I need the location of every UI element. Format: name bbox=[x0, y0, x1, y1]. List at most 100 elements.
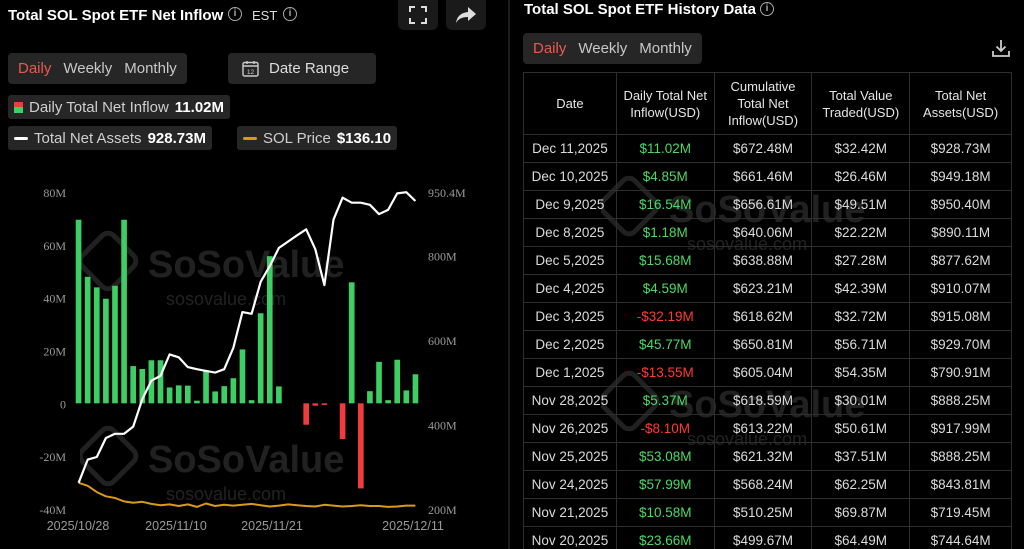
cell-value-traded: $50.61M bbox=[811, 414, 911, 443]
total-net-assets-line bbox=[77, 191, 417, 484]
column-header-date[interactable]: Date bbox=[523, 72, 617, 135]
y-right-tick-label: 950.4M bbox=[428, 186, 466, 200]
y-right-tick-label: 400M bbox=[428, 419, 457, 433]
cell-value-traded: $32.72M bbox=[811, 302, 911, 331]
info-icon[interactable]: i bbox=[228, 7, 242, 21]
table-row[interactable]: Nov 20,2025 $23.66M $499.67M $64.49M $744.64… bbox=[523, 526, 1012, 549]
inflow-bar bbox=[194, 400, 200, 404]
inflow-bar bbox=[357, 403, 364, 489]
timezone-label[interactable]: EST bbox=[252, 8, 278, 23]
timezone-info-icon[interactable]: i bbox=[283, 7, 297, 21]
cell-value-traded: $22.22M bbox=[811, 218, 911, 247]
table-row[interactable]: Dec 1,2025 -$13.55M $605.04M $54.35M $790.91… bbox=[523, 358, 1012, 387]
cell-date: Dec 4,2025 bbox=[523, 274, 617, 303]
tab-monthly[interactable]: Monthly bbox=[639, 40, 692, 57]
cell-daily-inflow: $10.58M bbox=[615, 498, 715, 527]
inflow-chart-panel: Total SOL Spot ETF Net Inflow i EST i Da… bbox=[0, 0, 500, 549]
tab-daily[interactable]: Daily bbox=[18, 60, 52, 77]
tab-weekly[interactable]: Weekly bbox=[63, 60, 113, 77]
table-row[interactable]: Dec 9,2025 $16.54M $656.61M $49.51M $950.40M bbox=[523, 190, 1012, 219]
tab-weekly[interactable]: Weekly bbox=[578, 40, 628, 57]
cell-value-traded: $49.51M bbox=[811, 190, 911, 219]
cell-date: Dec 9,2025 bbox=[523, 190, 617, 219]
cell-cumulative-inflow: $650.81M bbox=[713, 330, 813, 359]
x-tick-label: 2025/12/11 bbox=[382, 519, 444, 533]
table-row[interactable]: Dec 11,2025 $11.02M $672.48M $32.42M $928.73… bbox=[523, 134, 1012, 163]
y-left-tick-label: 0 bbox=[60, 397, 66, 411]
x-tick-label: 2025/11/10 bbox=[145, 519, 207, 533]
cell-cumulative-inflow: $638.88M bbox=[713, 246, 813, 275]
cell-net-assets: $719.45M bbox=[909, 498, 1012, 527]
cell-date: Dec 8,2025 bbox=[523, 218, 617, 247]
inflow-bar bbox=[303, 403, 310, 425]
y-right-tick-label: 800M bbox=[428, 250, 457, 264]
inflow-bar bbox=[367, 391, 373, 404]
tab-monthly[interactable]: Monthly bbox=[124, 60, 177, 77]
inflow-bar bbox=[276, 386, 282, 404]
y-left-tick-label: -40M bbox=[39, 503, 66, 517]
info-icon[interactable]: i bbox=[760, 2, 774, 16]
cell-value-traded: $56.71M bbox=[811, 330, 911, 359]
table-row[interactable]: Nov 21,2025 $10.58M $510.25M $69.87M $719.45… bbox=[523, 498, 1012, 527]
share-button[interactable] bbox=[446, 0, 486, 30]
legend-inflow-value: 11.02M bbox=[174, 98, 225, 116]
cell-cumulative-inflow: $605.04M bbox=[713, 358, 813, 387]
assets-swatch bbox=[14, 136, 28, 140]
inflow-bar bbox=[339, 403, 346, 439]
history-data-panel: Total SOL Spot ETF History Data i Daily … bbox=[511, 0, 1024, 549]
legend-inflow[interactable]: Daily Total Net Inflow 11.02M bbox=[8, 95, 231, 119]
cell-value-traded: $27.28M bbox=[811, 246, 911, 275]
share-icon bbox=[456, 7, 476, 23]
inflow-bar bbox=[348, 282, 355, 404]
date-range-button[interactable]: 12 Date Range bbox=[228, 53, 376, 84]
inflow-bar bbox=[394, 359, 401, 404]
table-row[interactable]: Nov 25,2025 $53.08M $621.32M $37.51M $888.25… bbox=[523, 442, 1012, 471]
table-row[interactable]: Nov 28,2025 $5.37M $618.59M $30.01M $888.25M bbox=[523, 386, 1012, 415]
inflow-bar bbox=[257, 313, 264, 404]
download-icon[interactable] bbox=[991, 38, 1011, 58]
legend-price-value: $136.10 bbox=[336, 129, 392, 147]
inflow-bar bbox=[412, 374, 419, 404]
table-row[interactable]: Dec 4,2025 $4.59M $623.21M $42.39M $910.07M bbox=[523, 274, 1012, 303]
table-row[interactable]: Dec 8,2025 $1.18M $640.06M $22.22M $890.11M bbox=[523, 218, 1012, 247]
table-row[interactable]: Dec 3,2025 -$32.19M $618.62M $32.72M $915.08… bbox=[523, 302, 1012, 331]
inflow-chart[interactable]: 80M 60M 40M 20M 0 -20M -40M 950.4M 800M 600M 400M 2… bbox=[0, 178, 500, 549]
sol-price-line bbox=[78, 481, 416, 508]
cell-daily-inflow: $5.37M bbox=[615, 386, 715, 415]
cell-value-traded: $54.35M bbox=[811, 358, 911, 387]
inflow-bar bbox=[166, 387, 173, 404]
inflow-bar bbox=[175, 385, 182, 404]
column-header-daily-inflow[interactable]: Daily Total Net Inflow(USD) bbox=[615, 72, 715, 135]
cell-value-traded: $62.25M bbox=[811, 470, 911, 499]
svg-text:12: 12 bbox=[247, 69, 255, 76]
table-row[interactable]: Dec 10,2025 $4.85M $661.46M $26.46M $949.18M bbox=[523, 162, 1012, 191]
cell-date: Nov 28,2025 bbox=[523, 386, 617, 415]
column-header-net-assets[interactable]: Total Net Assets(USD) bbox=[909, 72, 1012, 135]
cell-net-assets: $950.40M bbox=[909, 190, 1012, 219]
cell-value-traded: $64.49M bbox=[811, 526, 911, 549]
cell-daily-inflow: $4.85M bbox=[615, 162, 715, 191]
chart-title: Total SOL Spot ETF Net Inflow bbox=[8, 7, 224, 24]
inflow-bar bbox=[112, 285, 118, 404]
inflow-bar bbox=[157, 360, 164, 404]
tab-daily[interactable]: Daily bbox=[533, 40, 567, 57]
table-row[interactable]: Nov 26,2025 -$8.10M $613.22M $50.61M $917.99… bbox=[523, 414, 1012, 443]
cell-daily-inflow: $57.99M bbox=[615, 470, 715, 499]
column-header-cumulative-inflow[interactable]: Cumulative Total Net Inflow(USD) bbox=[713, 72, 813, 135]
table-row[interactable]: Dec 2,2025 $45.77M $650.81M $56.71M $929.70M bbox=[523, 330, 1012, 359]
cell-date: Dec 2,2025 bbox=[523, 330, 617, 359]
cell-daily-inflow: $53.08M bbox=[615, 442, 715, 471]
table-row[interactable]: Nov 24,2025 $57.99M $568.24M $62.25M $843.81… bbox=[523, 470, 1012, 499]
column-header-value-traded[interactable]: Total Value Traded(USD) bbox=[811, 72, 911, 135]
inflow-bar bbox=[84, 276, 91, 404]
inflow-bar bbox=[385, 400, 391, 404]
table-row[interactable]: Dec 5,2025 $15.68M $638.88M $27.28M $877.62M bbox=[523, 246, 1012, 275]
legend-price[interactable]: SOL Price $136.10 bbox=[237, 126, 398, 150]
inflow-bar bbox=[103, 298, 109, 404]
fullscreen-button[interactable] bbox=[398, 0, 438, 30]
inflow-bar bbox=[266, 256, 273, 404]
inflow-bar bbox=[221, 386, 228, 404]
cell-date: Nov 25,2025 bbox=[523, 442, 617, 471]
legend-assets[interactable]: Total Net Assets 928.73M bbox=[8, 126, 212, 150]
cell-net-assets: $915.08M bbox=[909, 302, 1012, 331]
